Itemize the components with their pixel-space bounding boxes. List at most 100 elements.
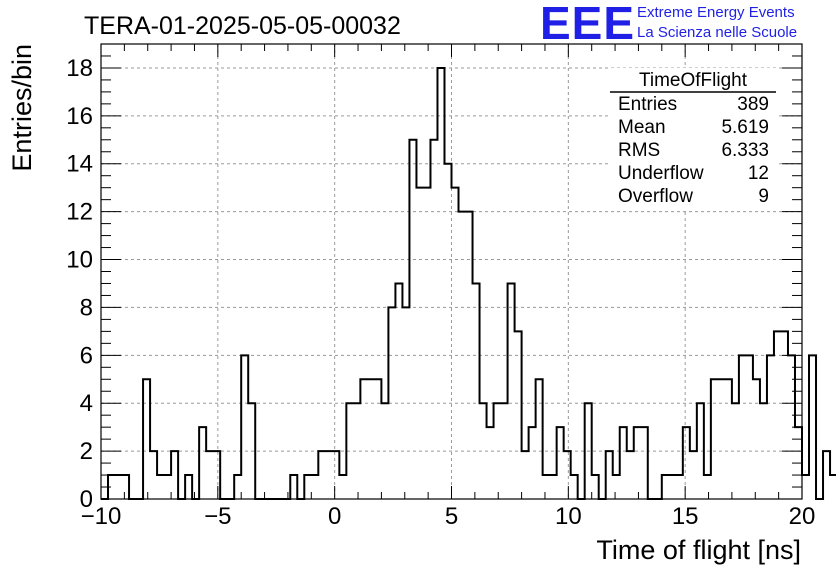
histogram-bin bbox=[157, 475, 164, 499]
stats-value-mean: 5.619 bbox=[721, 117, 769, 138]
stats-box-title: TimeOfFlight bbox=[639, 70, 748, 91]
histogram-bin bbox=[185, 475, 192, 499]
eee-caption: Extreme Energy Events La Scienza nelle S… bbox=[637, 3, 797, 43]
y-tick-label: 18 bbox=[66, 55, 93, 82]
histogram-bin bbox=[248, 403, 255, 499]
histogram-bin bbox=[662, 475, 669, 499]
stats-value-entries: 389 bbox=[737, 94, 769, 115]
y-tick-label: 14 bbox=[66, 151, 93, 178]
histogram-bin bbox=[704, 475, 711, 499]
histogram-bin bbox=[430, 140, 437, 499]
y-tick-label: 10 bbox=[66, 247, 93, 274]
histogram-bin bbox=[388, 307, 395, 499]
histogram-bin bbox=[150, 451, 157, 499]
histogram-bin bbox=[452, 188, 459, 499]
histogram-bin bbox=[760, 403, 767, 499]
x-tick-label: 0 bbox=[328, 503, 341, 530]
histogram-bin bbox=[325, 451, 332, 499]
y-tick-label: 12 bbox=[66, 199, 93, 226]
stats-label-rms: RMS bbox=[618, 140, 660, 161]
histogram-bin bbox=[809, 355, 816, 499]
histogram-bin bbox=[550, 475, 557, 499]
stats-label-overflow: Overflow bbox=[618, 186, 693, 207]
histogram-bin bbox=[466, 212, 473, 499]
histogram-bin bbox=[536, 379, 543, 499]
histogram-bin bbox=[501, 403, 508, 499]
histogram-bin bbox=[311, 475, 318, 499]
histogram-bin bbox=[788, 355, 795, 499]
stats-value-rms: 6.333 bbox=[721, 140, 769, 161]
histogram-bin bbox=[108, 475, 115, 499]
histogram-bin bbox=[676, 475, 683, 499]
histogram-bin bbox=[339, 475, 346, 499]
histogram-bin bbox=[725, 379, 732, 499]
histogram-bin bbox=[122, 475, 129, 499]
histogram-bin bbox=[641, 427, 648, 499]
histogram-bin bbox=[304, 475, 311, 499]
x-tick-label: 10 bbox=[555, 503, 582, 530]
histogram-bin bbox=[494, 403, 501, 499]
histogram-bin bbox=[164, 475, 171, 499]
y-tick-label: 8 bbox=[80, 294, 93, 321]
x-tick-label: 15 bbox=[672, 503, 699, 530]
histogram-bin bbox=[620, 427, 627, 499]
stats-value-overflow: 9 bbox=[758, 186, 769, 207]
histogram-bin bbox=[781, 331, 788, 499]
x-tick-label: 5 bbox=[445, 503, 458, 530]
histogram-bin bbox=[346, 403, 353, 499]
histogram-bin bbox=[508, 283, 515, 499]
histogram-bin bbox=[634, 427, 641, 499]
histogram-bin bbox=[199, 427, 206, 499]
x-tick-label: 20 bbox=[789, 503, 816, 530]
histogram-bin bbox=[823, 451, 830, 499]
histogram-bin bbox=[606, 451, 613, 499]
histogram-bin bbox=[739, 355, 746, 499]
x-tick-label: −10 bbox=[81, 503, 122, 530]
eee-caption-line2: La Scienza nelle Scuole bbox=[637, 24, 798, 41]
eee-caption-line1: Extreme Energy Events bbox=[637, 4, 795, 21]
y-tick-label: 2 bbox=[80, 438, 93, 465]
histogram-bin bbox=[473, 283, 480, 499]
eee-logo: EEE bbox=[540, 0, 636, 49]
histogram-bin bbox=[115, 475, 122, 499]
histogram-bin bbox=[774, 331, 781, 499]
histogram-bin bbox=[571, 475, 578, 499]
histogram-layer bbox=[101, 66, 836, 500]
histogram-bin bbox=[318, 451, 325, 499]
histogram-bin bbox=[795, 427, 802, 499]
histogram-bin bbox=[830, 475, 836, 499]
histogram-bin bbox=[683, 427, 690, 499]
histogram-bin bbox=[206, 451, 213, 499]
histogram-bin bbox=[529, 427, 536, 499]
histogram-bin bbox=[374, 379, 381, 499]
histogram-bin bbox=[423, 188, 430, 499]
stats-value-underflow: 12 bbox=[748, 163, 769, 184]
histogram-bin bbox=[143, 379, 150, 499]
histogram-bin bbox=[487, 427, 494, 499]
histogram-bin bbox=[234, 475, 241, 499]
histogram-bin bbox=[241, 355, 248, 499]
histogram-bin bbox=[802, 475, 809, 499]
histogram-bin bbox=[522, 451, 529, 499]
y-tick-label: 4 bbox=[80, 390, 93, 417]
histogram-bin bbox=[543, 475, 550, 499]
histogram-bin bbox=[444, 164, 451, 499]
x-axis-label: Time of flight [ns] bbox=[596, 535, 801, 565]
histogram-bin bbox=[381, 403, 388, 499]
histogram-bin bbox=[416, 188, 423, 499]
histogram-bin bbox=[395, 283, 402, 499]
y-tick-label: 0 bbox=[80, 486, 93, 513]
y-axis-label: Entries/bin bbox=[7, 44, 37, 172]
histogram-bin bbox=[697, 403, 704, 499]
histogram-bin bbox=[402, 307, 409, 499]
tick-layer bbox=[100, 43, 803, 500]
histogram-bin bbox=[171, 451, 178, 499]
histogram-bin bbox=[360, 379, 367, 499]
histogram-bin bbox=[753, 379, 760, 499]
histogram-bin bbox=[515, 331, 522, 499]
histogram-bin bbox=[711, 379, 718, 499]
histogram-bin bbox=[213, 451, 220, 499]
y-tick-label: 16 bbox=[66, 103, 93, 130]
stats-label-entries: Entries bbox=[618, 94, 677, 115]
